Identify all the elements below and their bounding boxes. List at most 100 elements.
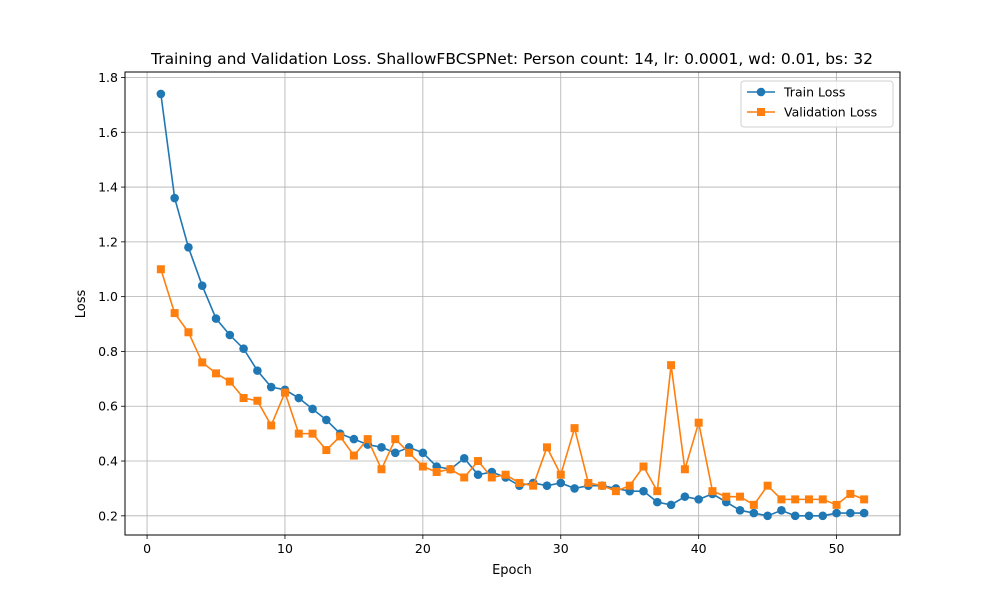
train-loss-point [377, 443, 386, 452]
validation-loss-point [708, 487, 717, 496]
validation-loss-point [556, 470, 565, 479]
x-tick-label: 50 [829, 541, 845, 556]
series-layer [156, 89, 869, 521]
train-loss-point [225, 330, 235, 340]
validation-loss-line [160, 269, 865, 506]
train-loss-point [170, 193, 179, 203]
validation-loss-point [280, 388, 289, 397]
y-tick-label: 1.0 [98, 289, 118, 304]
validation-loss-point [736, 492, 745, 501]
validation-loss-point [446, 465, 455, 474]
train-loss-point [680, 492, 690, 501]
y-tick-label: 0.4 [98, 454, 118, 469]
validation-loss-point [322, 446, 331, 455]
train-loss-point [735, 506, 745, 515]
train-loss-point [749, 508, 759, 518]
x-tick-label: 30 [553, 541, 569, 556]
legend-marker [756, 87, 766, 97]
train-loss-point [473, 470, 483, 480]
train-loss-point [652, 497, 662, 507]
validation-loss-point [680, 465, 689, 474]
validation-loss-point [308, 429, 317, 438]
validation-loss-point [474, 457, 483, 466]
validation-loss-point [487, 473, 496, 482]
train-loss-point [459, 453, 469, 463]
validation-loss-point [156, 265, 165, 274]
validation-loss-point [611, 487, 620, 496]
train-loss-point [763, 511, 772, 521]
train-loss-point [156, 89, 166, 99]
y-tick-label: 1.2 [98, 234, 118, 249]
validation-loss-point [294, 429, 303, 438]
validation-loss-point [570, 424, 579, 433]
y-tick-label: 0.8 [98, 344, 118, 359]
legend-box [740, 80, 894, 128]
validation-loss-point [418, 462, 427, 471]
train-loss-point [694, 495, 703, 504]
validation-loss-point [184, 328, 193, 337]
validation-loss-point [363, 435, 372, 444]
y-tick-label: 1.6 [98, 125, 118, 140]
y-tick-label: 0.2 [98, 508, 118, 523]
validation-loss-point [860, 495, 869, 504]
x-tick-label: 10 [277, 541, 293, 556]
y-tick-label: 1.8 [98, 70, 118, 85]
x-tick-label: 20 [415, 541, 431, 556]
train-loss-point [804, 511, 814, 521]
x-axis-label: Epoch [492, 563, 532, 578]
legend-label: Train Loss [783, 85, 845, 100]
train-loss-point [832, 508, 841, 518]
validation-loss-point [432, 467, 441, 476]
train-loss-line [160, 93, 865, 517]
validation-loss-point [625, 481, 634, 490]
validation-loss-point [225, 377, 234, 386]
validation-loss-point [832, 500, 841, 509]
validation-loss-point [722, 492, 731, 501]
train-loss-point [211, 314, 221, 323]
train-loss-point [418, 448, 428, 458]
axis-ticks: 0 10 20 30 40 50 0.2 0.4 0.6 0.8 1.0 1.2 1.4 1.6 1.8 [98, 70, 844, 556]
validation-loss-point [584, 478, 593, 487]
validation-loss-point [653, 487, 662, 496]
validation-loss-point [349, 451, 358, 460]
validation-loss-point [749, 500, 758, 509]
validation-loss-point [598, 481, 607, 490]
validation-loss-point [529, 481, 538, 490]
y-tick-label: 1.4 [98, 180, 118, 195]
validation-loss-point [336, 432, 345, 441]
validation-loss-point [391, 435, 400, 444]
train-loss-point [639, 486, 648, 496]
validation-loss-point [694, 418, 703, 427]
train-loss-point [818, 511, 828, 521]
train-loss-point [184, 243, 193, 252]
train-loss-point [666, 500, 676, 510]
validation-loss-point [212, 369, 221, 378]
validation-loss-point [501, 470, 510, 479]
legend: Train Loss Validation Loss [740, 80, 894, 128]
train-loss-point [859, 508, 869, 518]
validation-loss-point [639, 462, 648, 471]
validation-loss-point [239, 394, 248, 403]
validation-loss-point [667, 361, 676, 370]
validation-loss-point [405, 448, 414, 457]
train-loss-point [322, 415, 331, 425]
train-loss-point [308, 404, 317, 414]
x-tick-label: 40 [691, 541, 707, 556]
validation-loss-point [804, 495, 813, 504]
validation-loss-point [460, 473, 469, 482]
validation-loss-point [846, 489, 855, 498]
validation-loss-point [777, 495, 786, 504]
validation-loss-point [818, 495, 827, 504]
train-loss-point [777, 506, 786, 515]
legend-label: Validation Loss [784, 105, 877, 120]
validation-loss-point [377, 465, 386, 474]
validation-loss-point [542, 443, 551, 452]
plot-frame [124, 71, 901, 536]
train-loss-point [390, 448, 400, 458]
train-loss-point [239, 344, 248, 354]
train-loss-point [253, 366, 262, 375]
train-loss-point [542, 481, 552, 490]
validation-loss-point [267, 421, 276, 430]
train-loss-point [197, 281, 207, 290]
